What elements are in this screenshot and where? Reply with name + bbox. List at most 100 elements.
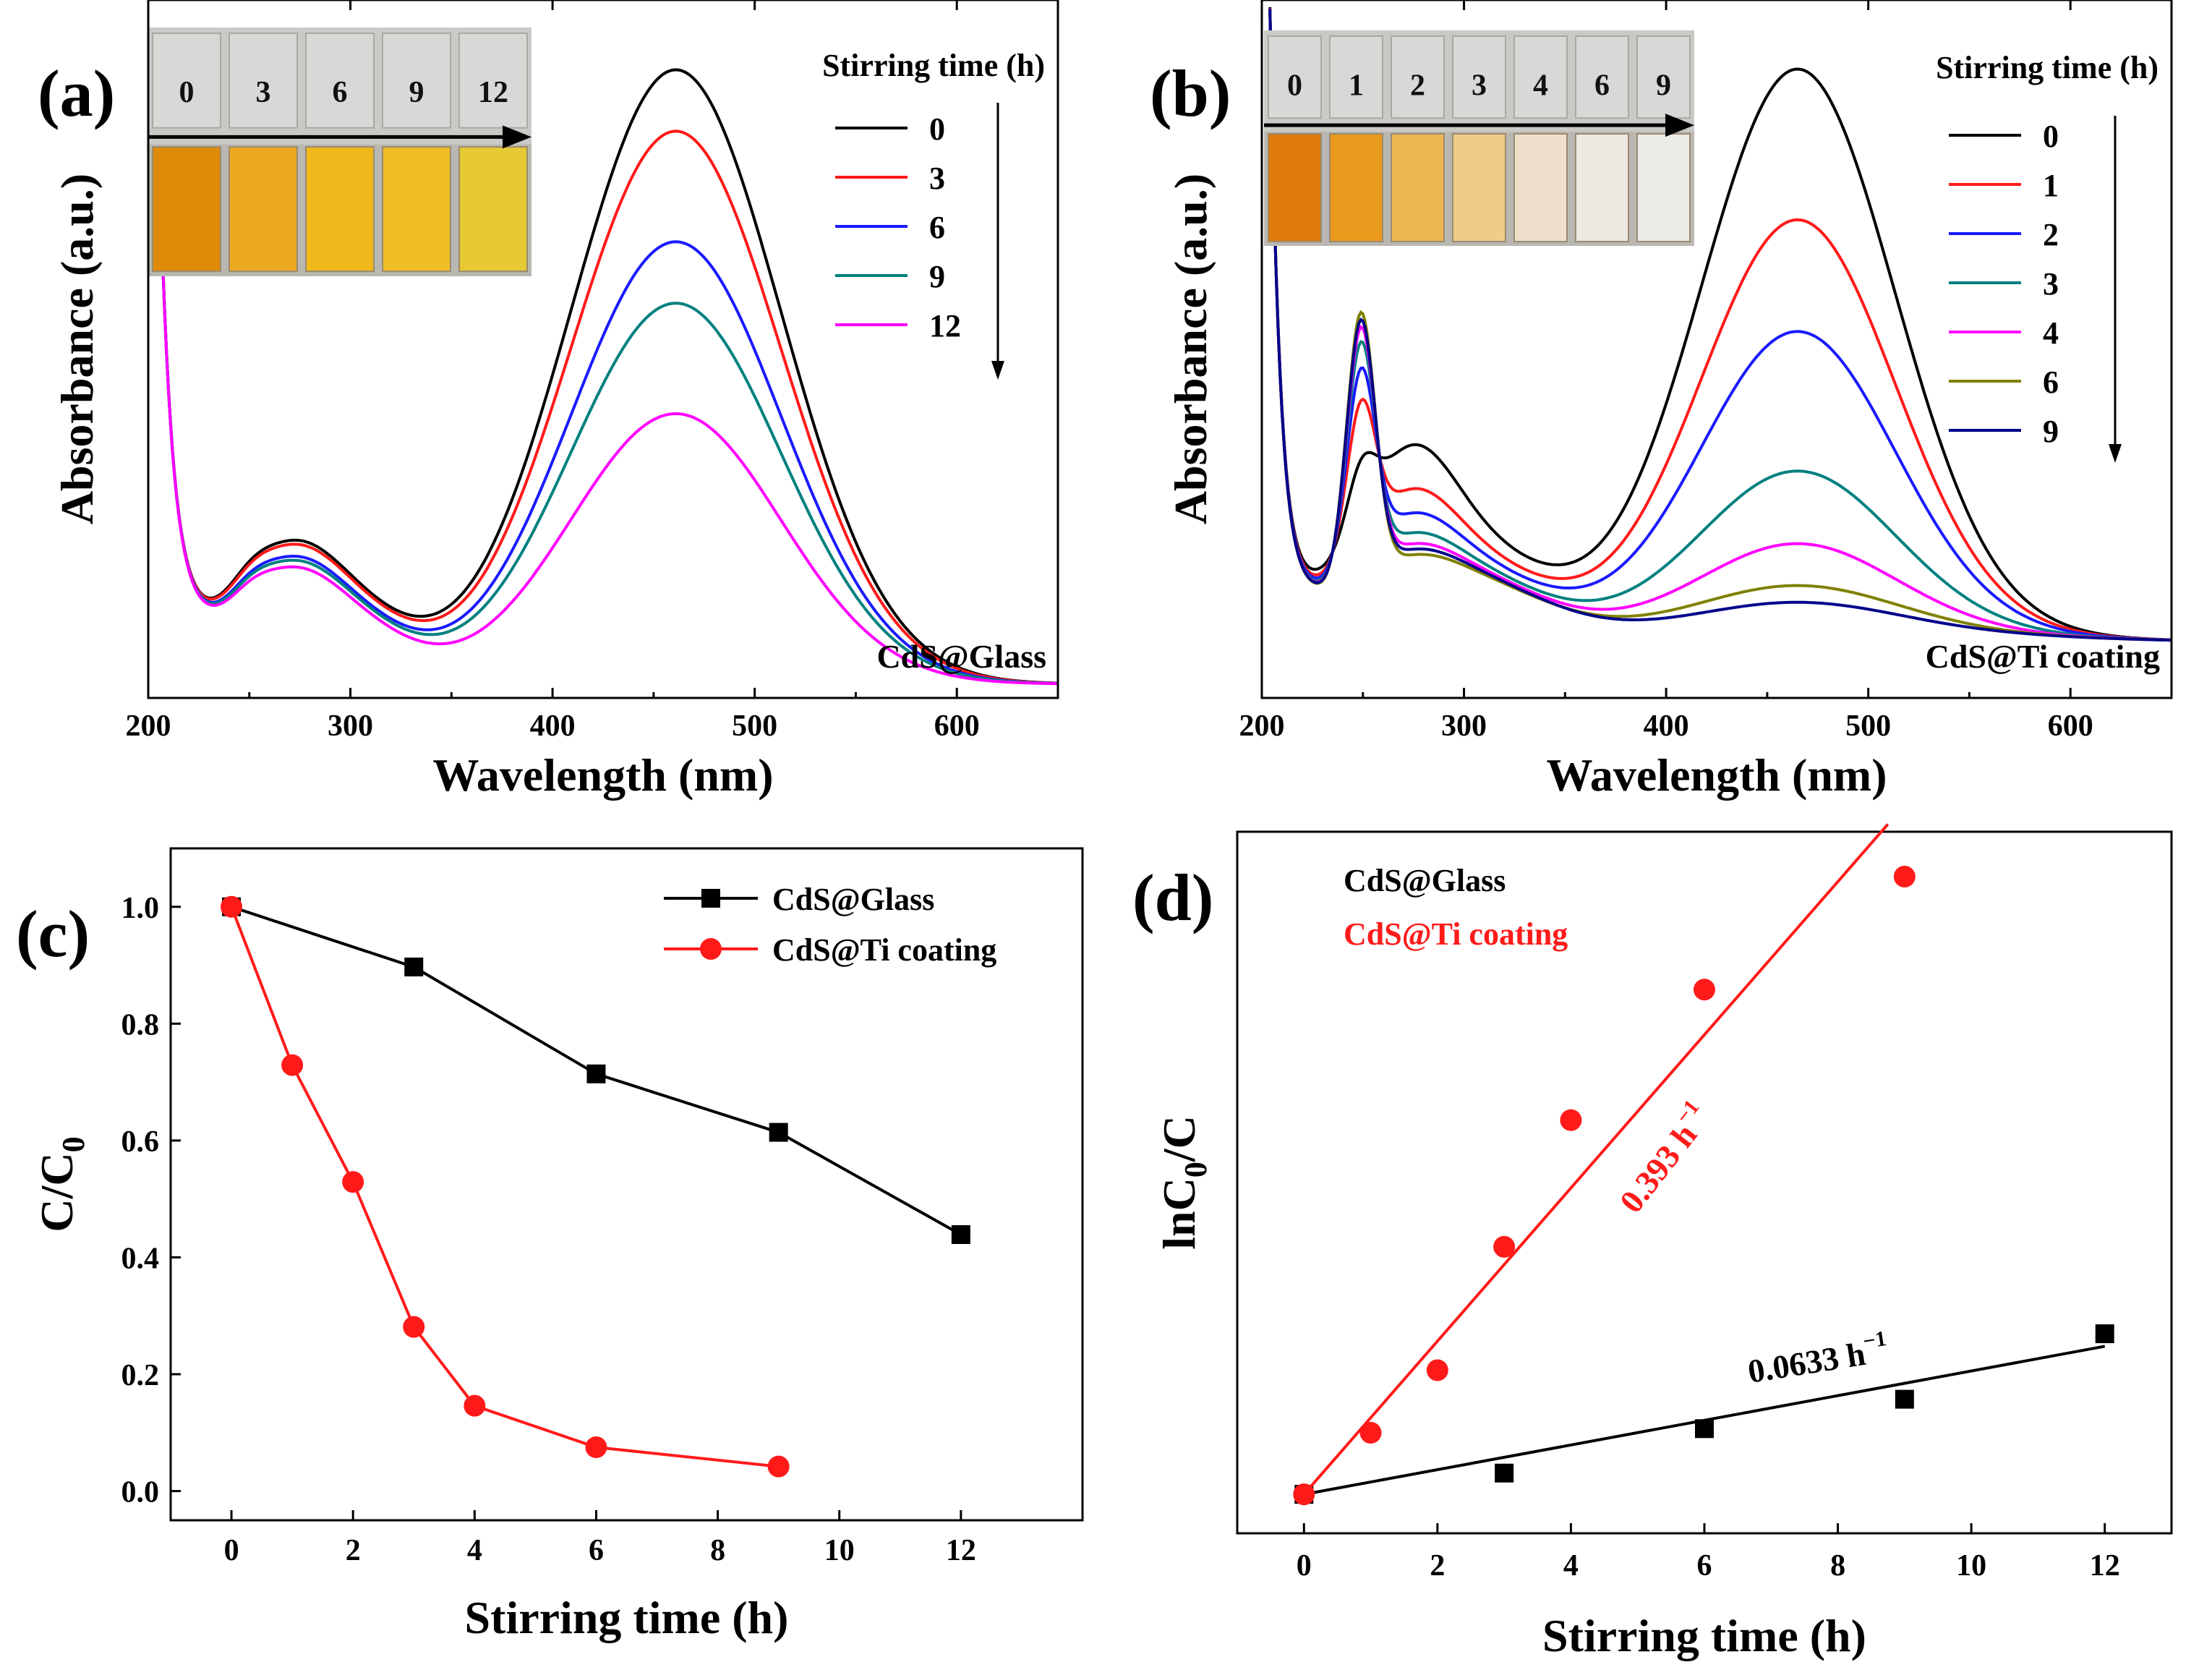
x-axis-title: Wavelength (nm) [1546,749,1887,801]
panel-a: (a) 0 3 6 9 12 200 300 400 500 600 Wavelength (nm) A… [38,0,1059,801]
cuvette-cap [1391,35,1445,119]
panel-b: (b) 0 1 2 3 4 6 9 200 300 400 500 600 Wavelength (nm)… [1150,0,2173,801]
y-tick-label: 0.2 [121,1359,160,1392]
cuvette-solution [382,146,451,273]
x-tick-label: 2 [346,1534,361,1567]
cuvette-solution [229,146,298,273]
data-point-cds-glass [769,1122,788,1142]
data-point-cds-glass [951,1224,970,1244]
cuvette-solution [1575,133,1629,243]
cuvette-label: 1 [1349,69,1364,102]
cuvette-label: 0 [179,76,195,109]
trend-arrow-head [991,361,1004,380]
legend-label: 6 [2043,365,2059,400]
x-tick-label: 200 [126,710,171,743]
legend-label: CdS@Ti coating [1344,916,1568,952]
y-tick-label: 0.6 [121,1125,160,1159]
legend-label: CdS@Glass [772,882,934,917]
data-point-cds-ti-coating [1694,979,1715,1001]
x-tick-label: 12 [946,1534,976,1567]
legend-label: CdS@Glass [1344,863,1506,898]
panel-label: (c) [16,897,90,971]
cuvette-solution [152,146,221,273]
cuvette-cap [382,33,451,129]
fit-label-superscript: −1 [1671,1095,1704,1128]
cuvette-cap [1452,35,1506,119]
cuvette-label: 3 [1472,69,1487,102]
x-tick-label: 12 [2090,1549,2120,1582]
legend-label: 4 [2043,315,2059,351]
data-point-cds-glass [404,957,424,976]
data-point-cds-ti-coating [767,1455,790,1478]
data-point-cds-ti-coating [1893,865,1916,887]
data-point-cds-ti-coating [221,895,243,918]
y-axis-title-subscript: 0 [1178,1162,1213,1177]
y-axis-title-main: lnC [1153,1177,1205,1250]
x-tick-label: 600 [2048,710,2093,743]
spectrum-line-6h [155,33,1059,685]
cuvette-cap [1329,35,1383,119]
x-tick-label: 8 [1830,1549,1845,1582]
legend-marker [700,938,722,960]
cuvette-cap [1575,35,1629,119]
data-point-cds-ti-coating [585,1436,607,1459]
legend-label: 0 [2043,119,2059,154]
spectrum-line-9h [155,33,1059,685]
x-tick-label: 400 [1644,710,1689,743]
cuvette-cap [1513,35,1568,119]
y-axis-title: lnC0/C [1153,1115,1213,1250]
y-axis-title-tail: /C [1153,1115,1205,1162]
data-point-cds-ti-coating [1293,1483,1315,1506]
panel-label: (b) [1150,56,1231,130]
x-axis-title: Wavelength (nm) [432,749,773,801]
data-point-cds-glass [1895,1389,1914,1409]
cuvette-label: 6 [333,76,348,109]
cuvette-label: 3 [256,76,271,109]
x-tick-label: 10 [824,1534,855,1567]
series-line-cds-ti-coating [230,906,779,1468]
data-point-cds-ti-coating [1493,1235,1516,1258]
cuvette-label: 0 [1287,69,1302,102]
sample-label: CdS@Ti coating [1926,638,2160,675]
x-tick-label: 0 [224,1534,239,1567]
x-tick-label: 600 [934,710,980,743]
legend-label: 6 [929,210,945,245]
plot-frame [169,847,1084,1522]
inset-arrow-head [503,125,531,149]
spectrum-line-0h [1268,7,2172,642]
y-axis-title-main: C/C [31,1152,82,1232]
cuvette-solution [1391,133,1445,243]
y-tick-label: 0.0 [121,1476,160,1509]
data-point-cds-ti-coating [1560,1109,1582,1131]
spectrum-line-4h [1268,9,2172,642]
spectrum-line-3h [1268,9,2172,642]
inset-arrow-head [1665,114,1694,137]
fit-label-cds-ti-coating: 0.393 h−1 [1608,1095,1718,1219]
trend-arrow-head [2109,444,2122,463]
x-tick-label: 2 [1430,1549,1445,1582]
legend-label: 1 [2043,168,2059,203]
x-tick-label: 200 [1239,710,1285,743]
cuvette-cap [305,33,375,129]
data-point-cds-ti-coating [1359,1421,1382,1444]
legend-title: Stirring time (h) [822,48,1045,83]
legend-label: 2 [2043,217,2059,252]
cuvette-label: 6 [1594,69,1610,102]
legend-label: 0 [929,111,945,147]
y-axis-title-subscript: 0 [56,1136,91,1152]
cuvette-solution [1268,133,1322,243]
x-tick-label: 300 [1441,710,1487,743]
fit-line-cds-ti-coating [1302,823,1889,1496]
x-tick-label: 6 [589,1534,604,1567]
data-point-cds-ti-coating [281,1054,304,1076]
x-axis-title: Stirring time (h) [465,1592,789,1643]
plot-frame [147,0,1059,699]
legend-label: 3 [2043,266,2059,302]
x-tick-label: 4 [1563,1549,1579,1582]
cuvette-cap [152,33,221,129]
x-tick-label: 4 [467,1534,482,1567]
spectrum-line-12h [155,33,1058,686]
data-point-cds-ti-coating [403,1316,425,1338]
